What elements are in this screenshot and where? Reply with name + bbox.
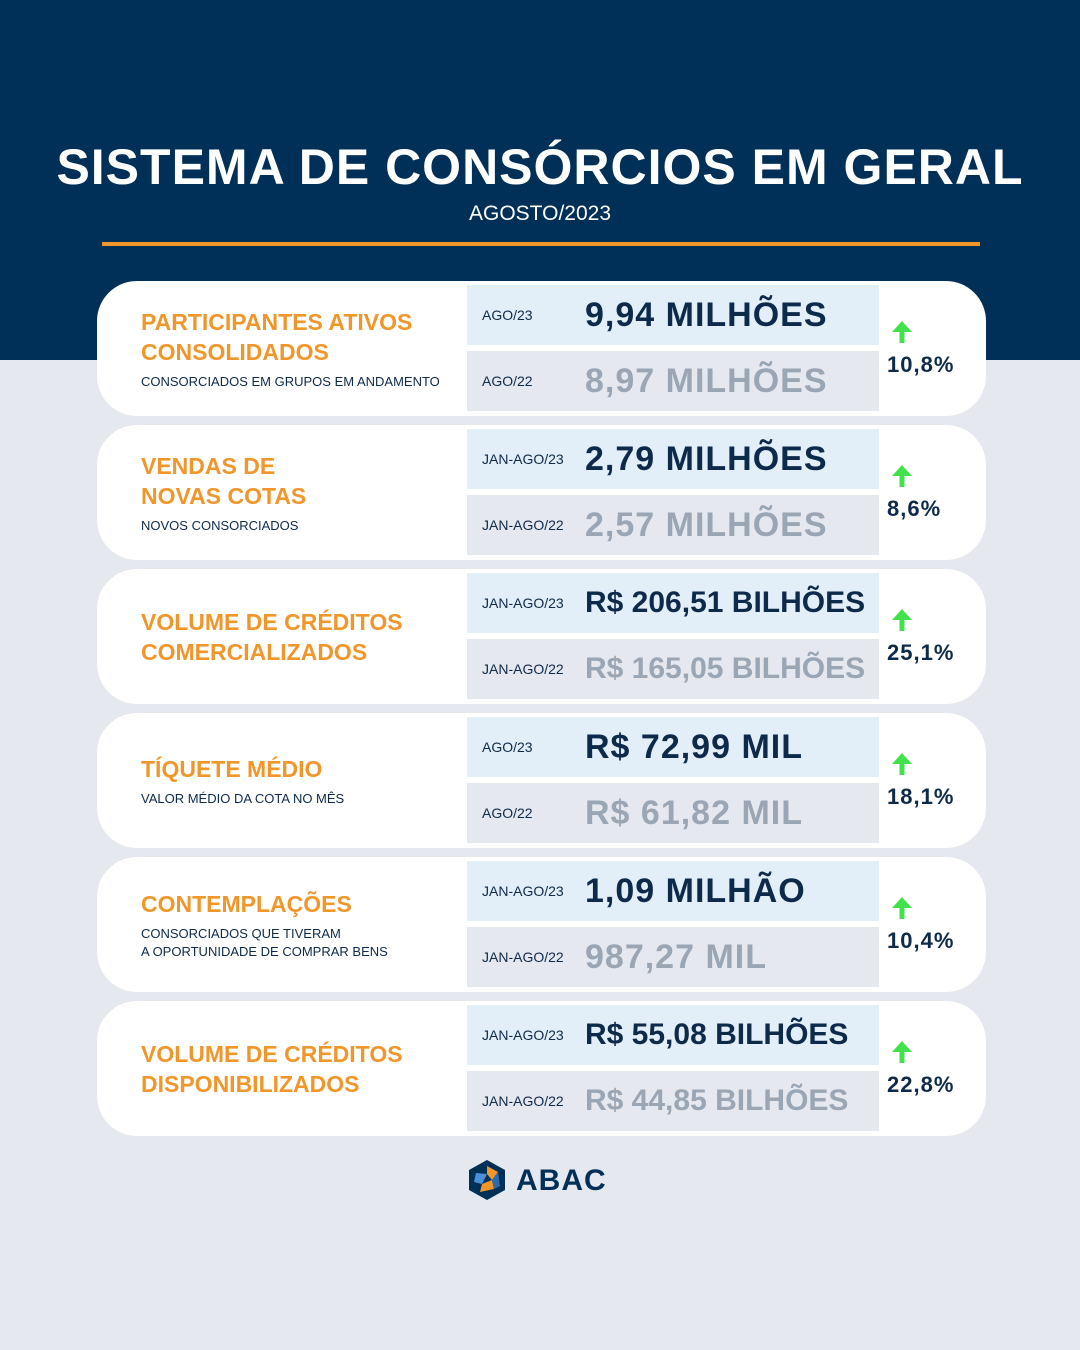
change-percent: 10,8% [887, 352, 955, 377]
previous-period: JAN-AGO/22 [482, 1093, 564, 1109]
previous-value-row: JAN-AGO/22 R$ 44,85 BILHÕES [467, 1071, 879, 1131]
previous-period: AGO/22 [482, 805, 533, 821]
card-title: PARTICIPANTES ATIVOS CONSOLIDADOS [141, 308, 413, 365]
current-value-row: AGO/23 R$ 72,99 MIL [467, 717, 879, 777]
current-value-row: JAN-AGO/23 R$ 206,51 BILHÕES [467, 573, 879, 633]
current-value: 2,79 MILHÕES [585, 440, 828, 478]
current-value-row: JAN-AGO/23 R$ 55,08 BILHÕES [467, 1005, 879, 1065]
previous-value-row: AGO/22 R$ 61,82 MIL [467, 783, 879, 843]
card-title: VOLUME DE CRÉDITOS DISPONIBILIZADOS [141, 1040, 403, 1097]
card-description: VALOR MÉDIO DA COTA NO MÊS [141, 790, 345, 806]
current-period: AGO/23 [482, 739, 533, 755]
previous-value-row: JAN-AGO/22 2,57 MILHÕES [467, 495, 879, 555]
previous-value: 8,97 MILHÕES [585, 362, 828, 400]
previous-period: JAN-AGO/22 [482, 949, 564, 965]
page-subtitle: AGOSTO/2023 [468, 202, 612, 225]
stat-card-creditos-disponibilizados: VOLUME DE CRÉDITOS DISPONIBILIZADOS JAN-… [97, 1001, 986, 1136]
previous-value: 987,27 MIL [585, 938, 767, 976]
current-value: R$ 72,99 MIL [585, 728, 803, 766]
abac-logo-icon [469, 1160, 505, 1200]
arrow-up-icon [892, 753, 912, 775]
stat-card-contemplacoes: CONTEMPLAÇÕES CONSORCIADOS QUE TIVERAM A… [97, 857, 986, 992]
card-title: TÍQUETE MÉDIO [141, 755, 323, 782]
stat-card-vendas: VENDAS DE NOVAS COTAS NOVOS CONSORCIADOS… [97, 425, 986, 560]
previous-value-row: JAN-AGO/22 R$ 165,05 BILHÕES [467, 639, 879, 699]
current-period: JAN-AGO/23 [482, 451, 564, 467]
previous-value: R$ 165,05 BILHÕES [585, 652, 866, 685]
arrow-up-icon [892, 465, 912, 487]
current-period: JAN-AGO/23 [482, 883, 564, 899]
change-percent: 22,8% [887, 1072, 955, 1097]
arrow-up-icon [892, 609, 912, 631]
card-description: CONSORCIADOS EM GRUPOS EM ANDAMENTO [141, 373, 440, 389]
previous-value: R$ 61,82 MIL [585, 794, 803, 832]
previous-period: AGO/22 [482, 373, 533, 389]
card-label-block: CONTEMPLAÇÕES CONSORCIADOS QUE TIVERAM A… [141, 857, 461, 992]
logo-text: ABAC [516, 1164, 607, 1197]
current-value-row: JAN-AGO/23 1,09 MILHÃO [467, 861, 879, 921]
card-label-block: VENDAS DE NOVAS COTAS NOVOS CONSORCIADOS [141, 425, 461, 560]
card-label-block: PARTICIPANTES ATIVOS CONSOLIDADOS CONSOR… [141, 281, 461, 416]
previous-value: 2,57 MILHÕES [585, 506, 828, 544]
arrow-up-icon [892, 321, 912, 343]
card-description: NOVOS CONSORCIADOS [141, 517, 299, 533]
arrow-up-icon [892, 1041, 912, 1063]
current-value: 9,94 MILHÕES [585, 296, 828, 334]
stat-card-creditos-comercializados: VOLUME DE CRÉDITOS COMERCIALIZADOS JAN-A… [97, 569, 986, 704]
previous-value-row: JAN-AGO/22 987,27 MIL [467, 927, 879, 987]
change-percent: 10,4% [887, 928, 955, 953]
current-period: JAN-AGO/23 [482, 1027, 564, 1043]
current-value-row: JAN-AGO/23 2,79 MILHÕES [467, 429, 879, 489]
arrow-up-icon [892, 897, 912, 919]
card-label-block: VOLUME DE CRÉDITOS COMERCIALIZADOS [141, 569, 461, 704]
change-percent: 18,1% [887, 784, 955, 809]
change-percent: 25,1% [887, 640, 955, 665]
current-value: R$ 55,08 BILHÕES [585, 1018, 849, 1051]
divider [102, 242, 980, 246]
current-value-row: AGO/23 9,94 MILHÕES [467, 285, 879, 345]
card-title: VOLUME DE CRÉDITOS COMERCIALIZADOS [141, 608, 403, 665]
stat-card-tiquete-medio: TÍQUETE MÉDIO VALOR MÉDIO DA COTA NO MÊS… [97, 713, 986, 848]
previous-period: JAN-AGO/22 [482, 661, 564, 677]
current-value: 1,09 MILHÃO [585, 872, 806, 910]
current-period: AGO/23 [482, 307, 533, 323]
current-period: JAN-AGO/23 [482, 595, 564, 611]
card-title: VENDAS DE NOVAS COTAS [141, 452, 307, 509]
card-label-block: VOLUME DE CRÉDITOS DISPONIBILIZADOS [141, 1001, 461, 1136]
page-title: SISTEMA DE CONSÓRCIOS EM GERAL [56, 139, 1024, 195]
card-label-block: TÍQUETE MÉDIO VALOR MÉDIO DA COTA NO MÊS [141, 713, 461, 848]
card-description: CONSORCIADOS QUE TIVERAM A OPORTUNIDADE … [141, 925, 388, 959]
current-value: R$ 206,51 BILHÕES [585, 586, 866, 619]
change-percent: 8,6% [887, 496, 942, 521]
previous-value: R$ 44,85 BILHÕES [585, 1084, 849, 1117]
stat-card-participantes: PARTICIPANTES ATIVOS CONSOLIDADOS CONSOR… [97, 281, 986, 416]
previous-period: JAN-AGO/22 [482, 517, 564, 533]
abac-logo: ABAC [466, 1158, 616, 1204]
previous-value-row: AGO/22 8,97 MILHÕES [467, 351, 879, 411]
card-title: CONTEMPLAÇÕES [141, 890, 352, 917]
